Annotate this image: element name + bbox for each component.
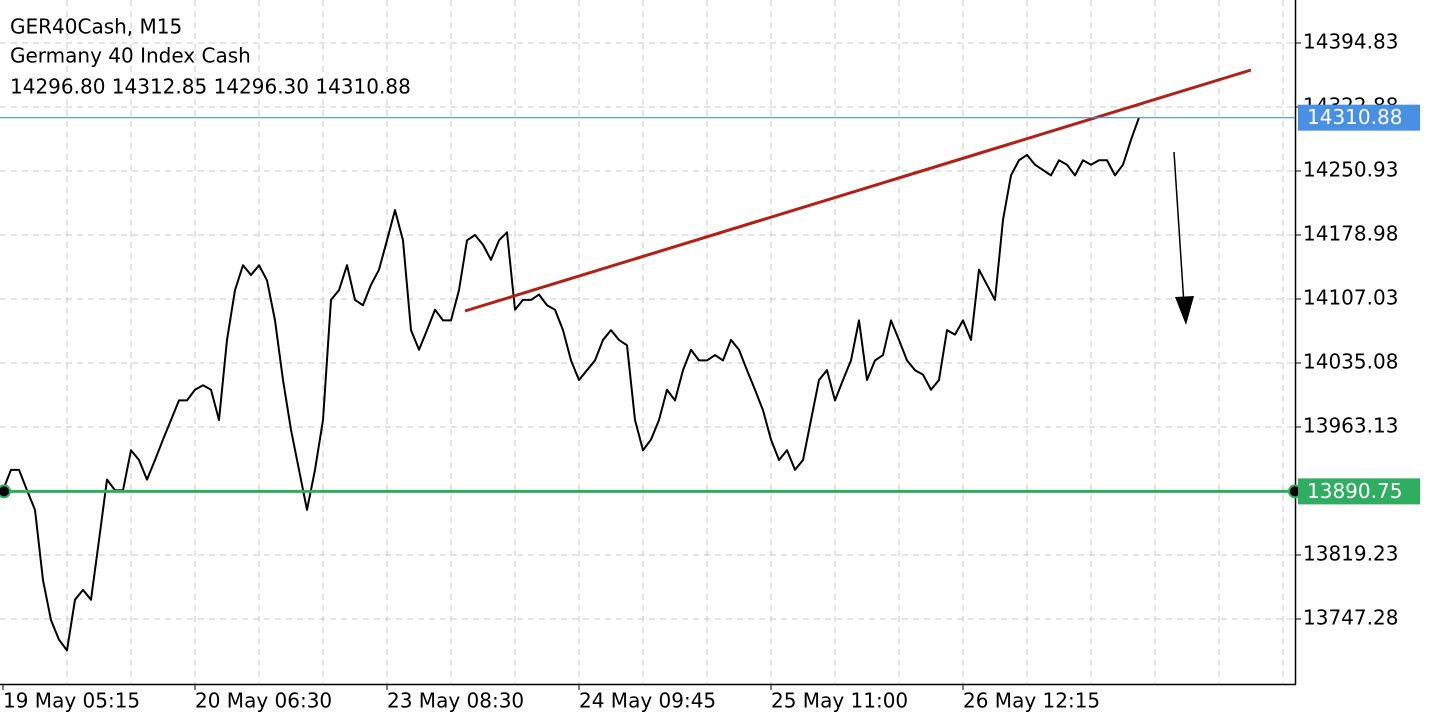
y-tick-label: 13819.23 — [1303, 542, 1398, 566]
x-tick-label: 26 May 12:15 — [963, 689, 1100, 713]
handle — [0, 484, 11, 499]
price-line — [2, 117, 1140, 652]
y-tick-label: 13747.28 — [1303, 606, 1398, 630]
y-tick-label: 14250.93 — [1303, 158, 1398, 182]
y-tick-label: 14394.83 — [1303, 29, 1398, 53]
price-label-box — [1298, 104, 1420, 131]
y-tick-label: 14178.98 — [1303, 222, 1398, 246]
x-tick-label: 23 May 08:30 — [387, 689, 524, 713]
x-tick-label: 20 May 06:30 — [195, 689, 332, 713]
x-tick-label: 19 May 05:15 — [3, 689, 140, 713]
price-label-box — [1298, 478, 1420, 505]
x-tick-label: 25 May 11:00 — [771, 689, 908, 713]
overlays: 14310.88 13890.75 — [0, 104, 1420, 505]
ohlc-values: 14296.80 14312.85 14296.30 14310.88 — [10, 75, 411, 99]
plot — [2, 117, 1140, 652]
price-label: 13890.75 — [1307, 479, 1402, 503]
chart-subtitle: Germany 40 Index Cash — [10, 44, 251, 68]
grid — [0, 0, 1295, 684]
chart-title: GER40Cash, M15 — [10, 15, 182, 39]
y-tick-label: 14035.08 — [1303, 350, 1398, 374]
price-label: 14310.88 — [1307, 105, 1402, 129]
y-tick-label: 13963.13 — [1303, 414, 1398, 438]
arrow-shaft — [1173, 151, 1185, 306]
axes: 13747.28 13819.23 13963.13 14035.08 14107.03… — [2, 29, 1398, 713]
y-tick-label: 14107.03 — [1303, 286, 1398, 310]
trend-line — [464, 68, 1252, 313]
arrow-head — [1175, 296, 1194, 325]
x-tick-label: 24 May 09:45 — [579, 689, 716, 713]
